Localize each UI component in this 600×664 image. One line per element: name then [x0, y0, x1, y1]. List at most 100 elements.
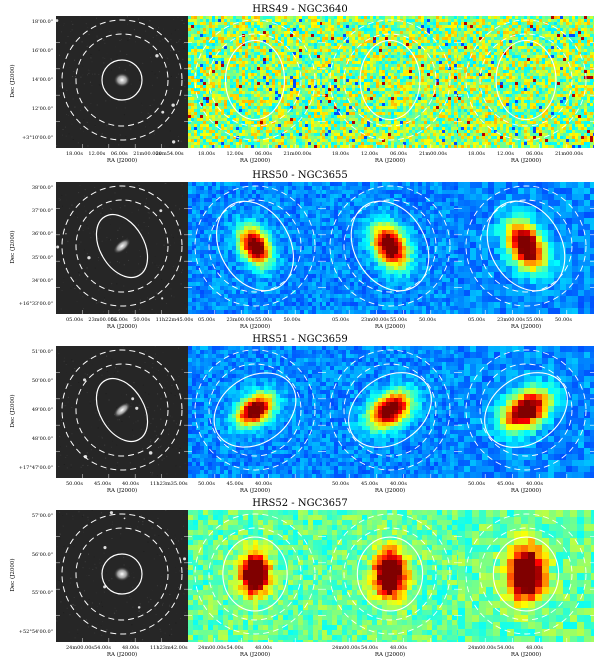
aperture-ellipse	[348, 372, 432, 448]
ra-tick-label: 06.00s	[390, 151, 407, 157]
outer-annulus	[465, 349, 587, 471]
aperture-ellipse	[359, 39, 421, 121]
star	[177, 140, 180, 142]
ra-tick-label: 50.00s	[555, 317, 572, 323]
star	[155, 54, 159, 58]
outer-annulus	[329, 185, 451, 307]
outer-annulus	[194, 185, 316, 307]
ra-axis-label: RA (J2000)	[510, 652, 542, 658]
ra-tick-label: 21m00.00s	[555, 151, 583, 157]
dec-tick-label: 16'00.0"	[31, 48, 53, 54]
emission-map-panel	[322, 182, 458, 314]
emission-map-panel	[458, 182, 594, 314]
ra-tick-label: 40.00s	[255, 481, 272, 487]
ra-tick-label: 48.00s	[122, 645, 139, 651]
dec-tick-label: 49'00.0"	[31, 407, 53, 413]
emission-map-panel	[322, 510, 458, 642]
inner-annulus	[343, 363, 437, 457]
inner-annulus	[208, 33, 302, 127]
ra-tick-label: 54.00s	[226, 645, 244, 651]
ra-tick-label: 24m00.00s	[198, 645, 226, 651]
inner-annulus	[75, 363, 169, 457]
dec-tick-label: 36'00.0"	[31, 231, 53, 238]
aperture-ellipse	[350, 200, 430, 292]
ra-tick-label: 12.00s	[361, 151, 378, 157]
star	[178, 452, 181, 454]
ra-axis-label: RA (J2000)	[374, 488, 406, 494]
ra-tick-label: 50.00s	[332, 481, 349, 487]
ra-tick-label: 24m00.00s	[66, 645, 94, 651]
ra-tick-label: 11h22m45.00s	[155, 317, 194, 323]
dec-tick-label: 48'00.0"	[31, 436, 53, 442]
galaxy	[114, 567, 130, 581]
emission-map-panel	[188, 510, 322, 642]
inner-annulus	[208, 527, 302, 621]
dec-tick-label: 56'00.0"	[31, 551, 53, 558]
inner-annulus	[479, 363, 573, 457]
aperture-ellipse	[224, 39, 286, 121]
axis-ticks	[56, 372, 188, 478]
emission-map-panel	[458, 16, 594, 148]
outer-annulus	[61, 513, 183, 635]
ra-axis-label: RA (J2000)	[239, 324, 271, 330]
outer-annulus	[61, 19, 183, 141]
star	[87, 256, 91, 260]
inner-annulus	[479, 527, 573, 621]
emission-map-panel	[322, 346, 458, 478]
dec-tick-label: 51'00.0"	[31, 349, 53, 355]
ra-tick-label: 20m54.00s	[155, 151, 184, 157]
axis-ticks	[188, 208, 322, 314]
dec-tick-label: 50'00.0"	[31, 378, 53, 384]
ra-tick-label: 54.00s	[94, 645, 111, 651]
dec-tick-label: +16°33'00.0"	[18, 301, 53, 307]
ra-tick-label: 54.00s	[361, 645, 378, 651]
axis-ticks	[188, 536, 322, 642]
optical-image-panel	[56, 182, 188, 314]
star	[137, 606, 141, 609]
inner-annulus	[343, 527, 437, 621]
star	[172, 140, 176, 144]
ra-axis-label: RA (J2000)	[239, 652, 271, 658]
axis-ticks	[56, 208, 188, 314]
ra-tick-label: 06.00s	[110, 151, 128, 157]
inner-annulus	[479, 33, 573, 127]
ra-tick-label: 55.00s	[526, 317, 543, 323]
ra-tick-label: 48.00s	[390, 645, 407, 651]
ra-tick-label: 55.00s	[110, 317, 128, 323]
ra-tick-label: 21m00.00s	[419, 151, 447, 157]
aperture-ellipse	[486, 200, 566, 292]
ra-tick-label: 18.00s	[66, 151, 83, 157]
row-title: HRS49 - NGC3640	[252, 4, 348, 15]
aperture-ellipse	[95, 377, 149, 443]
dec-axis-label: Dec (J2000)	[10, 230, 16, 264]
dec-tick-label: +52°54'00.0"	[18, 629, 53, 635]
ra-axis-label: RA (J2000)	[106, 652, 138, 658]
dec-tick-label: 18'00.0"	[31, 19, 53, 25]
ra-tick-label: 05.00s	[332, 317, 349, 323]
axis-ticks	[458, 372, 594, 478]
dec-tick-label: 37'00.0"	[31, 208, 53, 215]
ra-tick-label: 50.00s	[66, 481, 83, 487]
axis-ticks	[458, 42, 594, 148]
ra-tick-label: 11h23m42.00s	[150, 645, 188, 651]
ra-tick-label: 24m00.00s	[332, 645, 360, 651]
star	[56, 19, 59, 22]
axis-ticks	[322, 536, 458, 642]
ra-tick-label: 50.00s	[468, 481, 485, 487]
ra-tick-label: 50.00s	[133, 317, 151, 323]
outer-annulus	[329, 19, 451, 141]
ra-axis-label: RA (J2000)	[239, 158, 271, 164]
ra-tick-label: 40.00s	[122, 481, 139, 487]
ra-tick-label: 23m00.00s	[361, 317, 389, 323]
ra-tick-label: 05.00s	[198, 317, 215, 323]
ra-axis-label: RA (J2000)	[510, 158, 542, 164]
star	[161, 110, 165, 114]
aperture-ellipse	[356, 536, 424, 612]
outer-annulus	[465, 513, 587, 635]
aperture-ellipse	[101, 553, 143, 595]
dec-tick-label: 12'00.0"	[31, 106, 53, 112]
aperture-ellipse	[95, 213, 149, 279]
ra-tick-label: 23m00.00s	[88, 317, 117, 323]
ra-tick-label: 40.00s	[526, 481, 543, 487]
dec-tick-label: +17°47'00.0"	[18, 465, 53, 471]
